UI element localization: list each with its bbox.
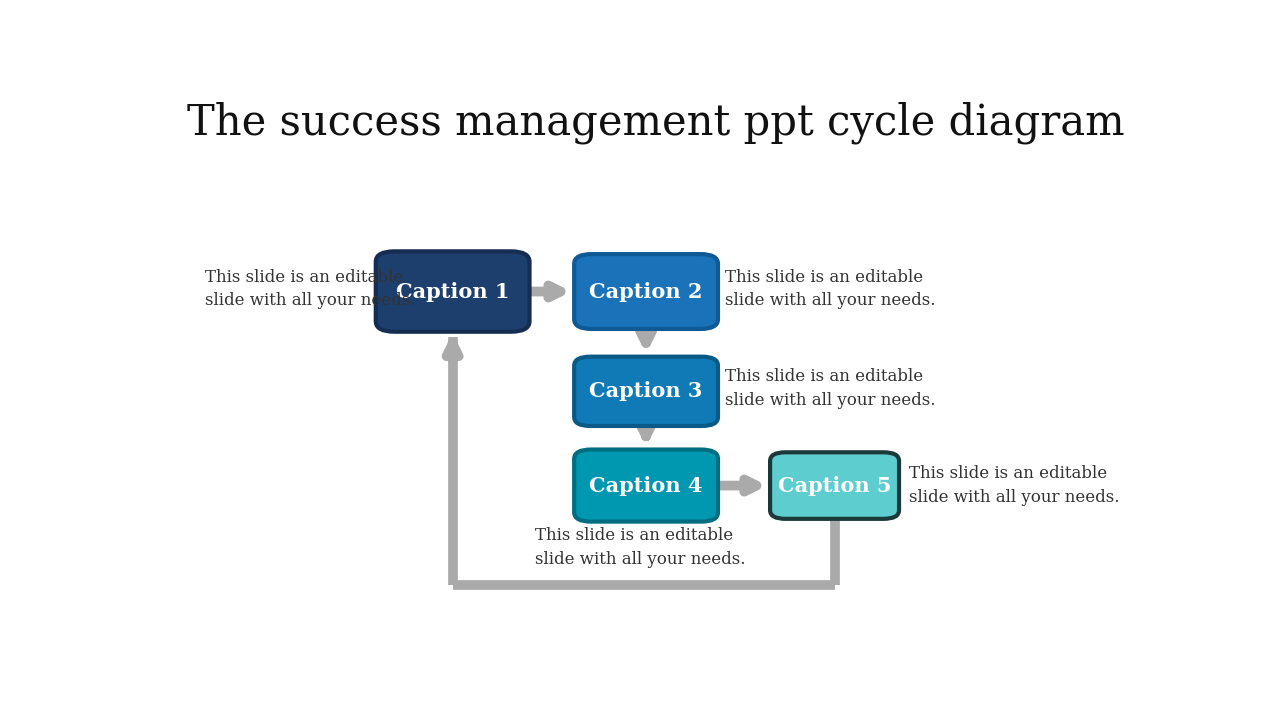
- Text: This slide is an editable
slide with all your needs.: This slide is an editable slide with all…: [205, 269, 415, 309]
- Text: This slide is an editable
slide with all your needs.: This slide is an editable slide with all…: [535, 528, 745, 568]
- Text: This slide is an editable
slide with all your needs.: This slide is an editable slide with all…: [909, 465, 1120, 506]
- Text: Caption 3: Caption 3: [589, 382, 703, 401]
- FancyBboxPatch shape: [575, 449, 718, 521]
- Text: Caption 5: Caption 5: [778, 476, 891, 495]
- FancyBboxPatch shape: [771, 452, 899, 519]
- Text: Caption 4: Caption 4: [589, 476, 703, 495]
- Text: Caption 2: Caption 2: [589, 282, 703, 302]
- FancyBboxPatch shape: [376, 251, 530, 332]
- Text: Caption 1: Caption 1: [396, 282, 509, 302]
- FancyBboxPatch shape: [575, 254, 718, 329]
- Text: The success management ppt cycle diagram: The success management ppt cycle diagram: [187, 102, 1125, 144]
- Text: This slide is an editable
slide with all your needs.: This slide is an editable slide with all…: [726, 369, 936, 409]
- FancyBboxPatch shape: [575, 356, 718, 426]
- Text: This slide is an editable
slide with all your needs.: This slide is an editable slide with all…: [726, 269, 936, 309]
